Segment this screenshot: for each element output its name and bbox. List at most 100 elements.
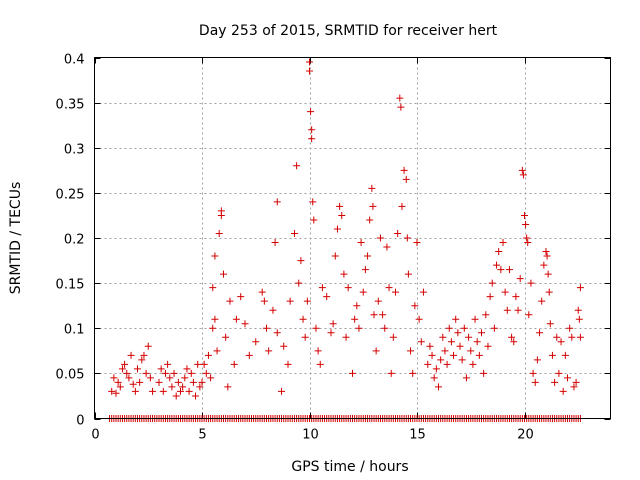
data-point — [458, 356, 466, 364]
data-point — [125, 374, 133, 382]
data-point — [116, 383, 124, 391]
data-point — [349, 369, 356, 377]
data-point — [316, 360, 324, 368]
data-point — [417, 338, 425, 346]
data-point — [297, 257, 305, 265]
data-point — [368, 184, 376, 192]
data-point — [475, 351, 483, 359]
data-point — [309, 198, 317, 206]
data-point — [323, 293, 331, 301]
y-tick-label: 0.35 — [56, 98, 85, 113]
data-point — [482, 311, 490, 319]
data-point — [402, 175, 410, 183]
data-point — [222, 333, 230, 341]
data-point — [252, 338, 260, 346]
y-tick-label: 0 — [76, 414, 84, 429]
data-point — [338, 211, 346, 219]
data-point — [499, 239, 507, 247]
data-point — [112, 389, 120, 397]
data-point — [543, 252, 551, 260]
data-point — [379, 311, 387, 319]
data-point — [127, 351, 135, 359]
data-point — [561, 351, 569, 359]
data-point — [166, 374, 174, 382]
data-point — [521, 211, 528, 219]
data-point — [503, 306, 511, 314]
data-point — [370, 311, 378, 319]
data-point — [557, 338, 565, 346]
data-point — [522, 220, 530, 228]
data-point — [364, 252, 372, 260]
data-point — [415, 315, 423, 323]
data-point — [508, 333, 516, 341]
data-point — [200, 360, 208, 368]
data-point — [159, 387, 167, 395]
data-point — [450, 351, 458, 359]
data-point — [204, 351, 212, 359]
data-point — [207, 374, 215, 382]
data-point — [566, 324, 574, 332]
data-point — [486, 293, 494, 301]
data-point — [523, 234, 531, 242]
data-point — [564, 374, 571, 382]
data-point — [306, 58, 313, 66]
data-point — [480, 369, 488, 377]
data-point — [140, 351, 148, 359]
data-point — [245, 351, 253, 359]
data-point — [357, 239, 365, 247]
data-point — [559, 387, 567, 395]
data-point — [333, 225, 341, 233]
data-point — [198, 378, 206, 386]
data-point — [286, 297, 294, 305]
data-point — [484, 342, 492, 350]
data-point — [310, 216, 318, 224]
data-point — [284, 360, 292, 368]
data-point — [510, 338, 518, 346]
data-point — [553, 333, 561, 341]
data-point — [295, 279, 303, 287]
x-tick-label: 0 — [91, 428, 99, 443]
data-point — [123, 369, 131, 377]
data-point — [241, 320, 249, 328]
data-point — [314, 347, 322, 355]
data-point — [181, 374, 189, 382]
data-point — [392, 288, 399, 296]
data-point — [209, 324, 217, 332]
data-point — [329, 320, 337, 328]
data-point — [428, 351, 436, 359]
data-point — [271, 239, 279, 247]
data-point — [400, 166, 408, 174]
data-point — [340, 270, 348, 278]
data-point — [460, 324, 468, 332]
data-point — [473, 338, 481, 346]
data-point — [110, 374, 118, 382]
data-point — [129, 380, 137, 388]
data-point — [516, 275, 524, 283]
x-tick-label: 5 — [198, 428, 206, 443]
data-point — [454, 329, 462, 337]
data-point — [372, 347, 380, 355]
data-point — [336, 202, 344, 210]
data-point — [157, 365, 165, 373]
data-point — [546, 320, 554, 328]
data-point — [524, 239, 532, 247]
data-point — [548, 351, 556, 359]
data-point — [308, 126, 316, 134]
data-point — [299, 315, 307, 323]
data-point — [138, 356, 146, 364]
x-tick-label: 20 — [517, 428, 534, 443]
data-point — [435, 383, 442, 391]
data-point — [224, 383, 232, 391]
data-point — [385, 284, 393, 292]
data-point — [226, 297, 234, 305]
data-point — [293, 162, 301, 170]
data-point — [555, 369, 563, 377]
data-points — [106, 58, 584, 422]
x-axis-label: GPS time / hours — [291, 459, 408, 475]
data-point — [278, 387, 286, 395]
data-point — [260, 297, 268, 305]
data-point — [331, 252, 339, 260]
data-point — [144, 342, 152, 350]
data-point — [174, 378, 182, 386]
